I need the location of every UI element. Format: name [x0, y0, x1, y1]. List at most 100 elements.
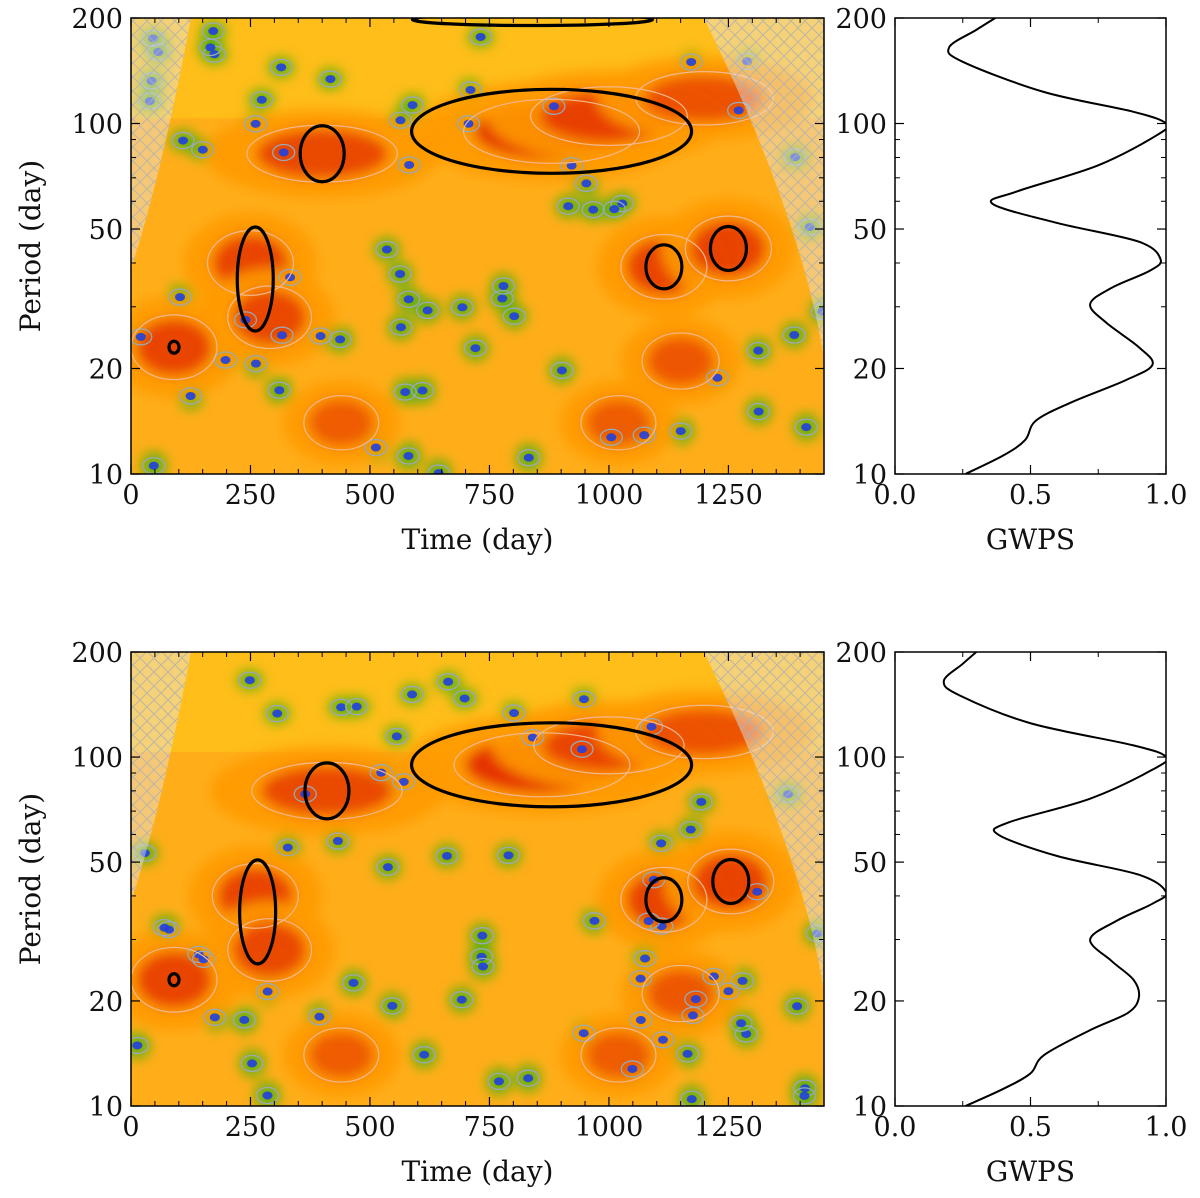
power-contour: [628, 970, 653, 988]
minimum-dot: [503, 851, 514, 860]
x-tick-label: 1000: [575, 480, 644, 511]
significance-contour: [644, 876, 684, 924]
power-contour: [152, 918, 176, 937]
minimum-dot: [208, 27, 219, 36]
wavelet-panel: 0 250 500 750 1000 1250 10 20 50 100 200 Time (day)…: [14, 638, 825, 1188]
power-contour: [456, 115, 481, 133]
power-contour: [599, 428, 623, 446]
power-contour: [388, 265, 412, 283]
minimum-dot: [332, 837, 343, 846]
minimum-dot: [277, 331, 288, 340]
y-tick-label: 200: [835, 4, 887, 35]
x-tick-label: 0: [122, 480, 139, 511]
y-tick-label: 200: [71, 638, 123, 669]
y-tick-label: 100: [71, 110, 123, 141]
power-contour: [272, 143, 296, 162]
significance-contour: [711, 857, 751, 906]
power-contour: [450, 991, 474, 1009]
x-tick-label: 750: [464, 1112, 516, 1143]
power-peak: [256, 128, 388, 179]
minimum-dot: [315, 332, 326, 341]
minimum-dot: [178, 136, 189, 145]
significance-contour: [167, 972, 181, 988]
power-contour: [131, 1036, 149, 1055]
power-contour: [240, 1054, 264, 1073]
power-contour: [602, 200, 626, 218]
power-peak: [646, 968, 715, 1019]
minimum-dot: [470, 344, 481, 353]
y-tick-label: 20: [853, 354, 887, 385]
minimum-dot: [278, 148, 289, 157]
power-contour: [641, 964, 720, 1023]
x-tick-label: 0.0: [874, 480, 917, 511]
plot-frame: [894, 651, 1167, 1107]
power-contour: [533, 716, 685, 775]
minimum-dot: [477, 931, 488, 940]
power-contour: [496, 846, 521, 865]
power-contour: [502, 307, 526, 325]
power-contour: [649, 834, 673, 853]
minimum-dot: [563, 202, 574, 211]
minimum-dot: [442, 851, 453, 860]
power-contour: [582, 912, 607, 930]
power-contour: [487, 1072, 511, 1091]
minimum-dot: [325, 75, 336, 84]
power-contour: [651, 1031, 675, 1049]
minimum-dot: [789, 331, 800, 340]
minimum-dot: [493, 1077, 504, 1086]
minimum-dot: [801, 423, 812, 432]
power-contour: [436, 673, 460, 691]
y-tick-label: 100: [71, 743, 123, 774]
minimum-dot: [635, 1016, 646, 1025]
minimum-dot: [457, 303, 468, 312]
minimum-dot: [465, 85, 476, 94]
power-contour: [389, 318, 413, 336]
plot-frame: [130, 17, 825, 475]
minimum-dot: [205, 43, 216, 52]
minimum-dot: [395, 116, 406, 125]
power-contour: [427, 464, 451, 474]
power-contour: [734, 1025, 758, 1043]
power-contour: [641, 332, 720, 390]
power-contour: [491, 277, 516, 295]
power-contour: [318, 70, 343, 88]
minimum-dot: [403, 451, 414, 460]
minimum-dot: [274, 386, 285, 395]
power-contour: [415, 301, 440, 320]
power-contour: [470, 927, 494, 945]
minimum-dot: [640, 954, 651, 963]
minimum-dot: [646, 722, 657, 731]
plot-frame: [894, 17, 1167, 475]
minimum-dot: [657, 1035, 668, 1044]
power-contour: [516, 1069, 540, 1087]
minimum-dot: [548, 102, 559, 111]
power-contour: [256, 982, 280, 1001]
minimum-dot: [272, 709, 283, 718]
significance-contour: [409, 87, 694, 175]
plot-frame: [130, 651, 825, 1107]
power-contour: [243, 115, 268, 133]
power-contour: [521, 728, 545, 747]
power-contour: [191, 141, 215, 159]
x-axis-label: GWPS: [986, 523, 1075, 556]
power-contour: [326, 832, 350, 850]
power-contour: [572, 690, 596, 708]
minimum-dot: [752, 887, 763, 896]
y-tick-label: 50: [853, 215, 887, 246]
power-contour: [396, 447, 421, 465]
power-contour: [244, 354, 268, 373]
power-contour: [191, 950, 216, 968]
power-contour: [203, 1008, 227, 1026]
power-contour: [556, 197, 580, 215]
power-contour: [642, 871, 666, 889]
minimum-dot: [639, 431, 650, 440]
significance-contour: [410, 18, 655, 28]
minimum-dot: [336, 703, 347, 712]
minimum-dot: [456, 995, 467, 1004]
minimum-dot: [656, 839, 667, 848]
minimum-dot: [576, 745, 587, 754]
power-peak: [646, 336, 715, 386]
minimum-dot: [459, 694, 470, 703]
power-contour: [581, 201, 605, 219]
power-contour: [675, 1045, 700, 1063]
